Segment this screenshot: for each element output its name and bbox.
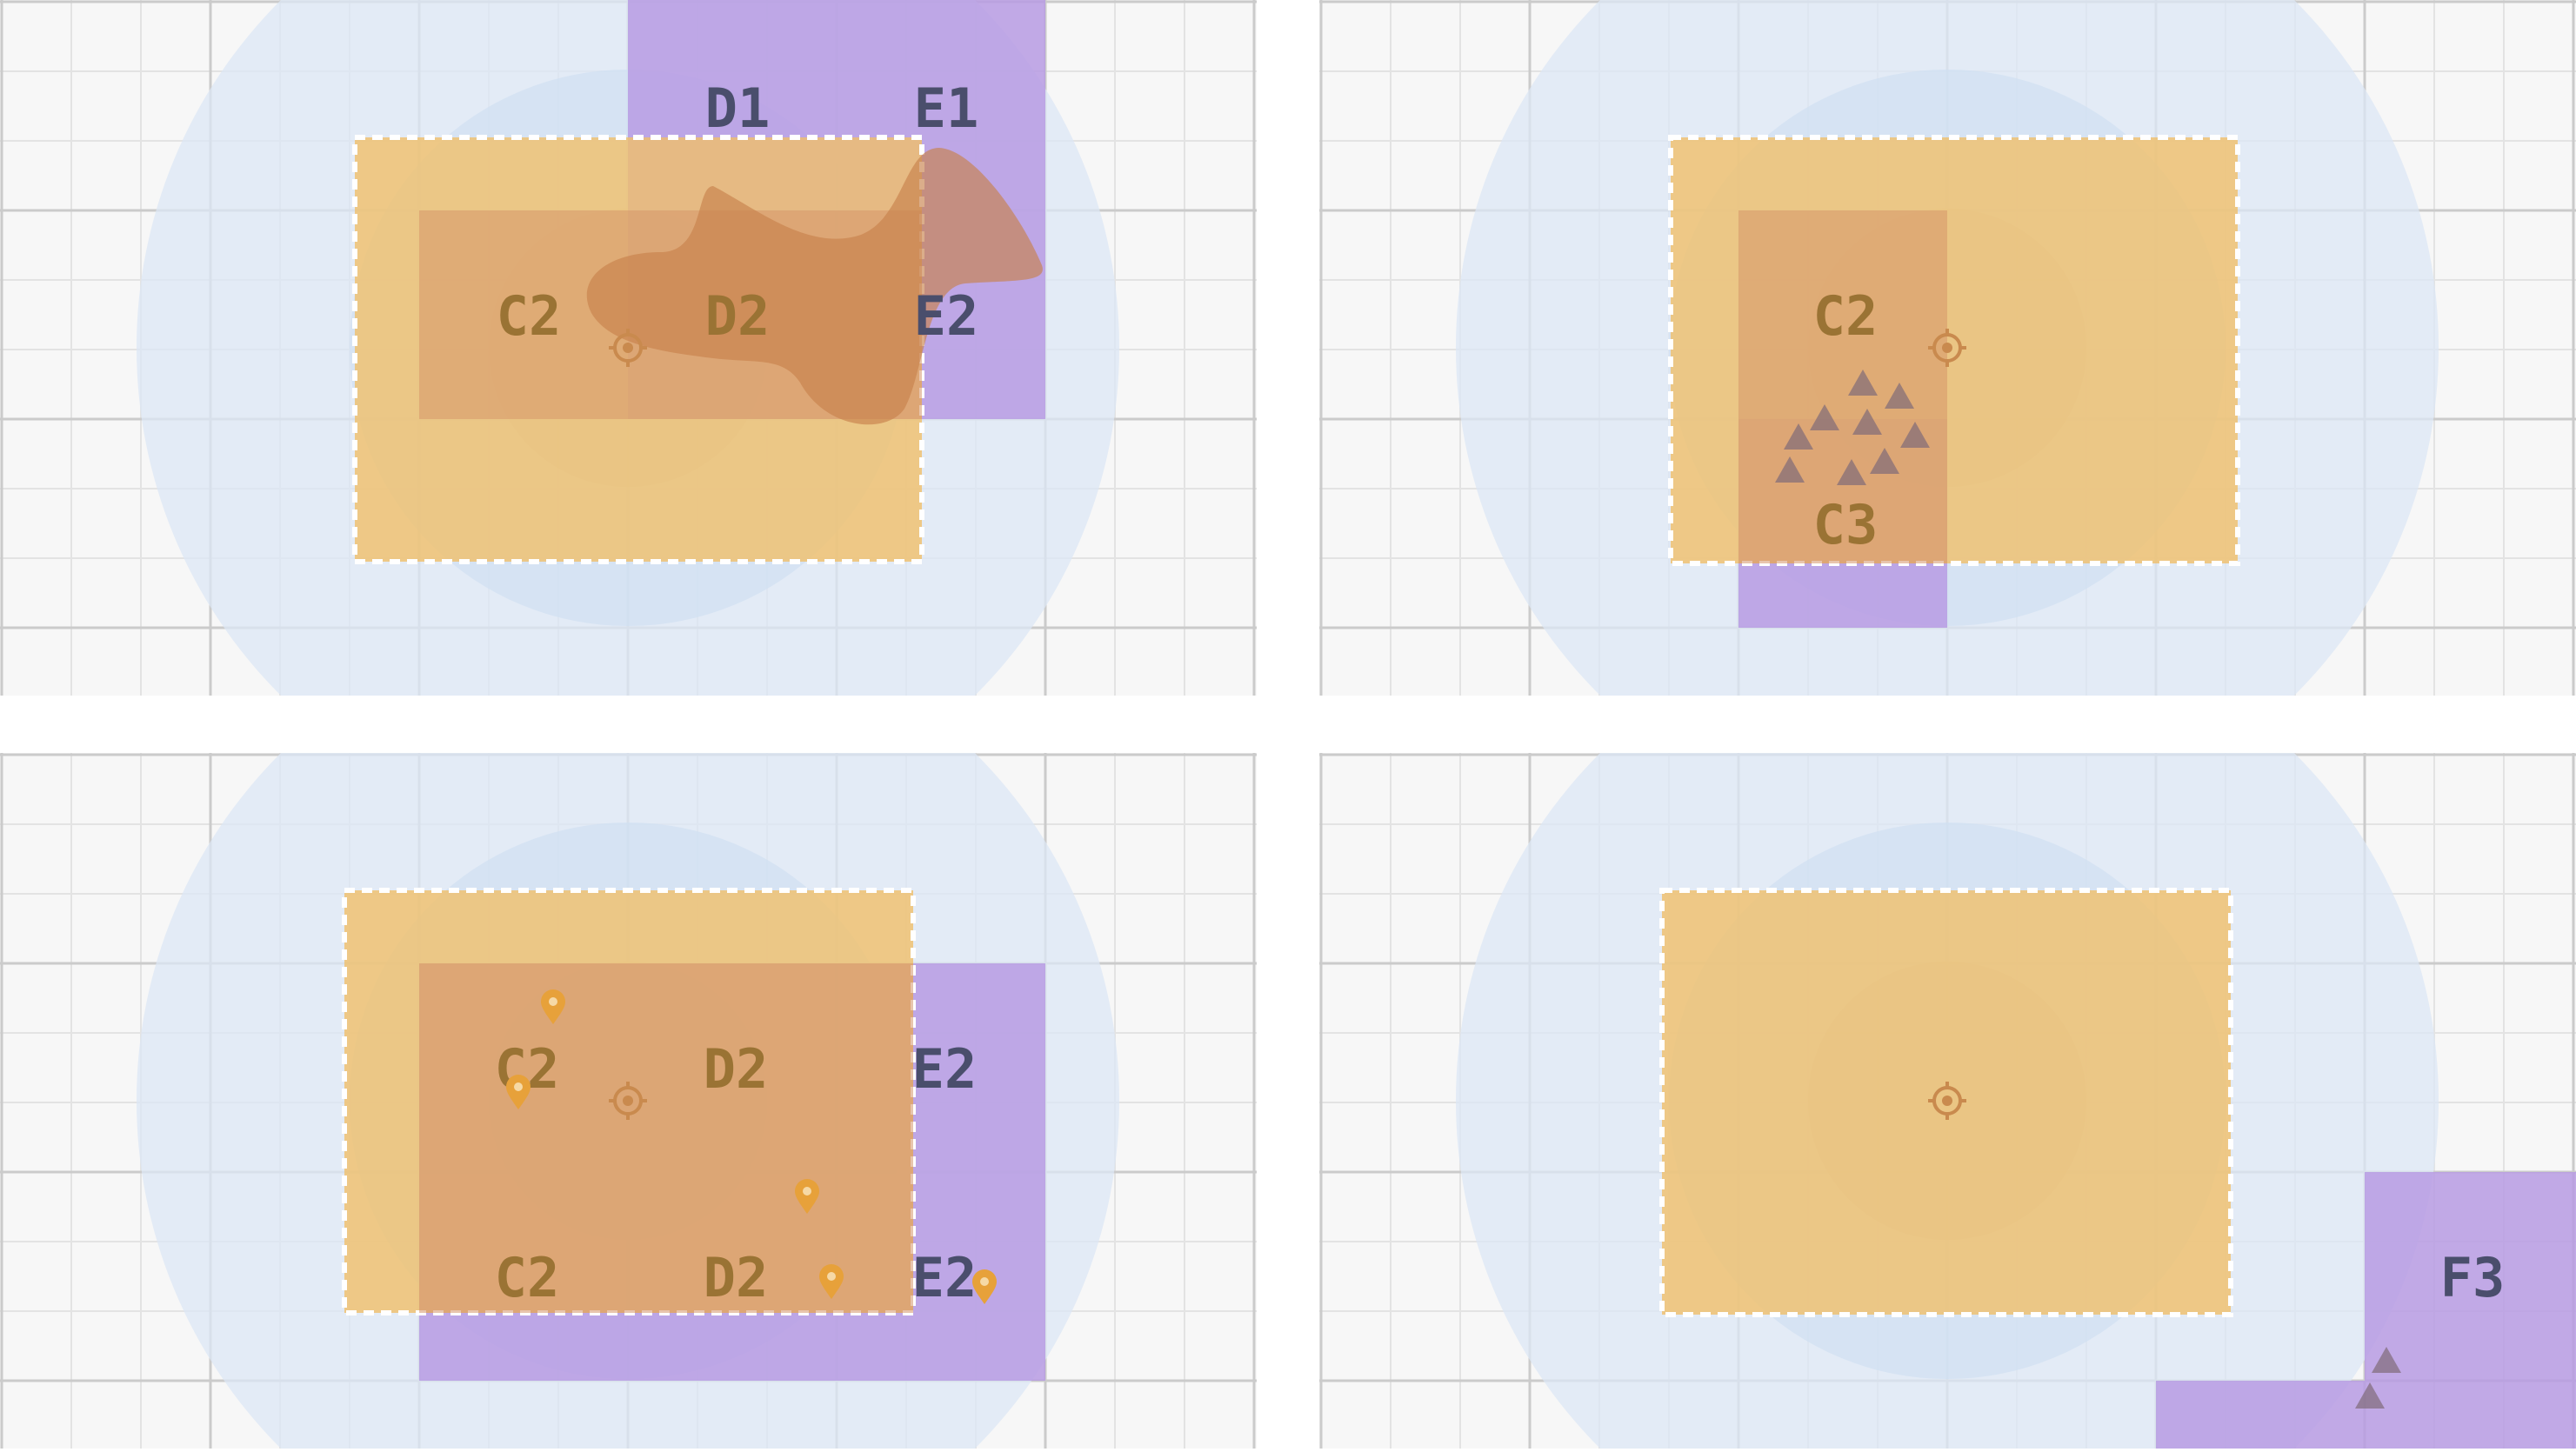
map-panel-bottom-left[interactable]: C2 D2 E2 C2 D2 E2 [0,753,1257,1449]
triangle-marker-icon[interactable] [1885,383,1914,409]
cell-label-d1: D1 [705,77,771,140]
center-target-icon [609,329,647,367]
triangle-marker-icon[interactable] [1810,404,1839,430]
cell-label-c2: C2 [497,284,562,348]
map-pin-icon[interactable] [819,1264,844,1299]
zone-cell-highlight [1738,210,1947,563]
cell-label-c3: C3 [1813,493,1879,556]
map-canvas[interactable]: F3 [1319,753,2576,1449]
cell-label-c2: C2 [495,1246,560,1309]
map-panel-top-right[interactable]: C2 C3 [1319,0,2576,696]
cell-label-d2: D2 [704,1037,769,1101]
cell-label-e2: E2 [912,1037,978,1101]
map-canvas[interactable]: D1 E1 C2 D2 E2 [0,0,1257,696]
zone-cell-highlight [419,963,913,1313]
zone-purple [2365,1172,2576,1449]
map-pin-icon[interactable] [541,989,565,1024]
cell-label-c2: C2 [1813,284,1879,348]
triangle-markers [2355,1347,2401,1409]
triangle-marker-icon[interactable] [2372,1347,2401,1373]
cell-label-f3: F3 [2440,1246,2506,1309]
pin-markers [506,989,997,1304]
triangle-marker-icon[interactable] [1837,459,1866,485]
map-pin-icon[interactable] [506,1075,531,1109]
triangle-marker-icon[interactable] [1900,422,1930,448]
triangle-marker-icon[interactable] [1775,456,1805,483]
cell-label-e1: E1 [914,77,979,140]
map-canvas[interactable]: C2 C3 [1319,0,2576,696]
map-panel-bottom-right[interactable]: F3 [1319,753,2576,1449]
cell-label-d2: D2 [704,1246,769,1309]
map-panel-top-left[interactable]: D1 E1 C2 D2 E2 [0,0,1257,696]
center-target-icon [1928,1082,1966,1120]
triangle-marker-icon[interactable] [1852,409,1882,435]
zone-purple [2156,1381,2365,1449]
triangle-marker-icon[interactable] [1784,423,1813,450]
cell-label-e2: E2 [912,1246,978,1309]
cell-label-d2: D2 [705,284,771,348]
triangle-marker-icon[interactable] [1870,448,1899,474]
triangle-marker-icon[interactable] [2355,1382,2385,1409]
triangle-marker-icon[interactable] [1848,370,1878,396]
center-target-icon [609,1082,647,1120]
center-target-icon [1928,329,1966,367]
blob-shape [586,148,1043,425]
map-pin-icon[interactable] [795,1179,819,1214]
cell-label-e2: E2 [914,284,979,348]
triangle-markers [1775,370,1930,485]
map-canvas[interactable]: C2 D2 E2 C2 D2 E2 [0,753,1257,1449]
map-pin-icon[interactable] [972,1269,997,1304]
